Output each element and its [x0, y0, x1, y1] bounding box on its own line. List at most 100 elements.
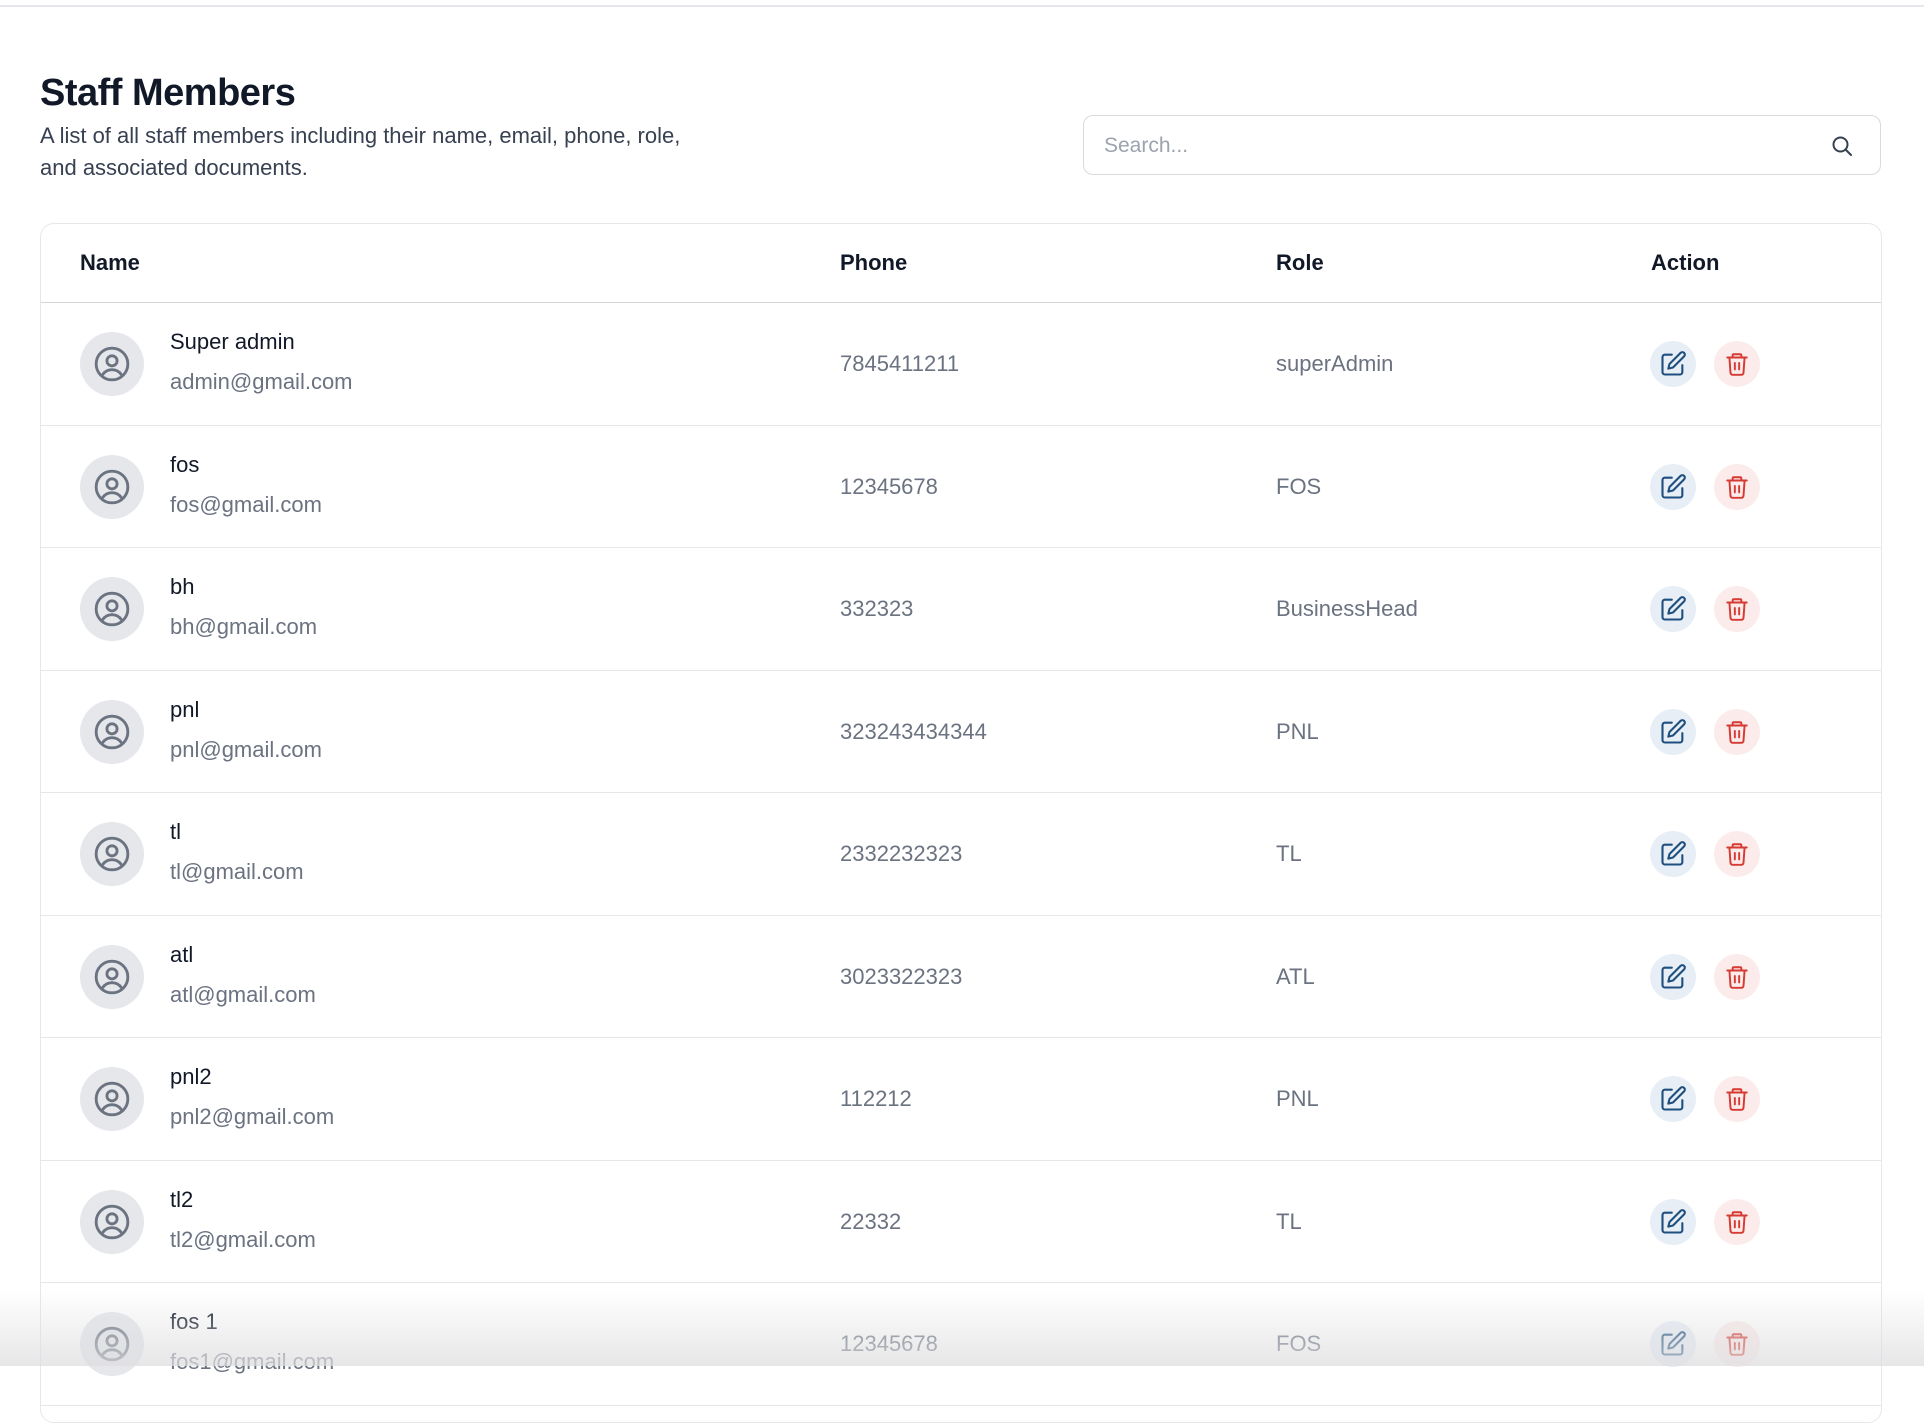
trash-icon [1726, 1210, 1748, 1234]
table-row: pnl pnl@gmail.com 323243434344 PNL [41, 671, 1881, 793]
edit-icon [1661, 473, 1686, 499]
avatar [80, 1189, 144, 1254]
staff-role: FOS [1276, 473, 1322, 499]
staff-role: TL [1276, 1208, 1302, 1234]
table-row: fos fos@gmail.com 12345678 FOS [41, 426, 1881, 548]
column-header-role: Role [1276, 250, 1324, 275]
table-row: bh bh@gmail.com 332323 BusinessHead [41, 548, 1881, 671]
edit-button[interactable] [1650, 586, 1696, 632]
staff-email: admin@gmail.com [170, 369, 353, 394]
staff-email: bh@gmail.com [170, 614, 318, 639]
page-description: A list of all staff members including th… [40, 123, 681, 180]
edit-button[interactable] [1650, 1198, 1696, 1245]
edit-button[interactable] [1650, 341, 1696, 387]
staff-email: pnl2@gmail.com [170, 1104, 335, 1129]
user-circle-icon [94, 959, 130, 994]
staff-name: fos 1 [170, 1309, 218, 1334]
edit-button[interactable] [1650, 1321, 1696, 1367]
staff-role: FOS [1276, 1331, 1322, 1356]
staff-phone: 12345678 [840, 1331, 938, 1356]
edit-button[interactable] [1650, 1076, 1696, 1122]
staff-phone: 323243434344 [840, 718, 987, 744]
user-circle-icon [94, 836, 130, 872]
edit-button[interactable] [1650, 708, 1696, 755]
edit-button[interactable] [1650, 463, 1696, 510]
staff-role: BusinessHead [1276, 596, 1418, 621]
avatar [80, 944, 144, 1009]
staff-name: tl [170, 819, 181, 844]
staff-role: ATL [1276, 963, 1315, 989]
table-header: Name Phone Role Action [41, 224, 1881, 303]
staff-phone: 112212 [840, 1086, 912, 1111]
staff-phone: 332323 [840, 596, 914, 621]
trash-icon [1726, 1088, 1748, 1111]
staff-name: Super admin [170, 329, 295, 354]
staff-role: TL [1276, 841, 1302, 866]
staff-name: atl [170, 941, 194, 967]
trash-icon [1726, 598, 1748, 621]
table-row: tl tl@gmail.com 2332232323 TL [41, 793, 1881, 916]
column-header-phone: Phone [840, 250, 908, 275]
top-border [0, 0, 1924, 7]
edit-button[interactable] [1650, 953, 1696, 1000]
staff-name: bh [170, 574, 195, 599]
staff-name: pnl [170, 696, 200, 722]
staff-email: fos1@gmail.com [170, 1349, 335, 1374]
column-header-action: Action [1651, 250, 1720, 275]
user-circle-icon [94, 1204, 130, 1239]
delete-button[interactable] [1714, 1076, 1760, 1122]
staff-email: atl@gmail.com [170, 981, 316, 1007]
search-box[interactable] [1083, 115, 1881, 176]
delete-button[interactable] [1714, 708, 1760, 755]
staff-email: pnl@gmail.com [170, 736, 322, 762]
delete-button[interactable] [1714, 831, 1760, 877]
delete-button[interactable] [1714, 463, 1760, 510]
trash-icon [1726, 843, 1748, 866]
staff-table: Name Phone Role Action Super admin admin… [40, 223, 1882, 1423]
avatar [80, 454, 144, 519]
staff-phone: 2332232323 [840, 841, 963, 866]
staff-name: fos [170, 451, 200, 477]
trash-icon [1726, 720, 1748, 744]
staff-email: tl@gmail.com [170, 859, 304, 884]
delete-button[interactable] [1714, 1321, 1760, 1367]
edit-icon [1661, 351, 1686, 376]
staff-role: PNL [1276, 1086, 1319, 1111]
table-row: pnl2 pnl2@gmail.com 112212 PNL [41, 1038, 1881, 1161]
staff-name: tl2 [170, 1186, 194, 1212]
search-icon[interactable] [1830, 134, 1854, 158]
staff-phone: 22332 [840, 1208, 902, 1234]
staff-phone: 12345678 [840, 473, 938, 499]
user-circle-icon [94, 346, 130, 382]
staff-email: fos@gmail.com [170, 491, 322, 517]
staff-name: pnl2 [170, 1064, 212, 1089]
table-row: fos 1 fos1@gmail.com 12345678 FOS [41, 1283, 1881, 1406]
delete-button[interactable] [1714, 1198, 1760, 1245]
edit-icon [1661, 1086, 1686, 1111]
user-circle-icon [94, 714, 130, 749]
trash-icon [1726, 475, 1748, 499]
delete-button[interactable] [1714, 586, 1760, 632]
edit-icon [1661, 1331, 1686, 1356]
staff-email: tl2@gmail.com [170, 1226, 316, 1252]
edit-button[interactable] [1650, 831, 1696, 877]
staff-phone: 3023322323 [840, 963, 963, 989]
table-row: Super admin admin@gmail.com 7845411211 s… [41, 303, 1881, 426]
staff-role: superAdmin [1276, 351, 1394, 376]
edit-icon [1661, 1208, 1686, 1234]
page-title: Staff Members [40, 72, 296, 114]
edit-icon [1661, 841, 1686, 866]
trash-icon [1726, 1333, 1748, 1356]
delete-button[interactable] [1714, 953, 1760, 1000]
edit-icon [1661, 718, 1686, 744]
avatar [80, 699, 144, 764]
staff-phone: 7845411211 [840, 351, 960, 376]
avatar [80, 1067, 144, 1131]
delete-button[interactable] [1714, 341, 1760, 387]
search-input[interactable] [1102, 116, 1806, 176]
trash-icon [1726, 965, 1748, 989]
user-circle-icon [94, 469, 130, 504]
trash-icon [1726, 353, 1748, 376]
user-circle-icon [94, 591, 130, 627]
table-row: tl2 tl2@gmail.com 22332 TL [41, 1161, 1881, 1283]
